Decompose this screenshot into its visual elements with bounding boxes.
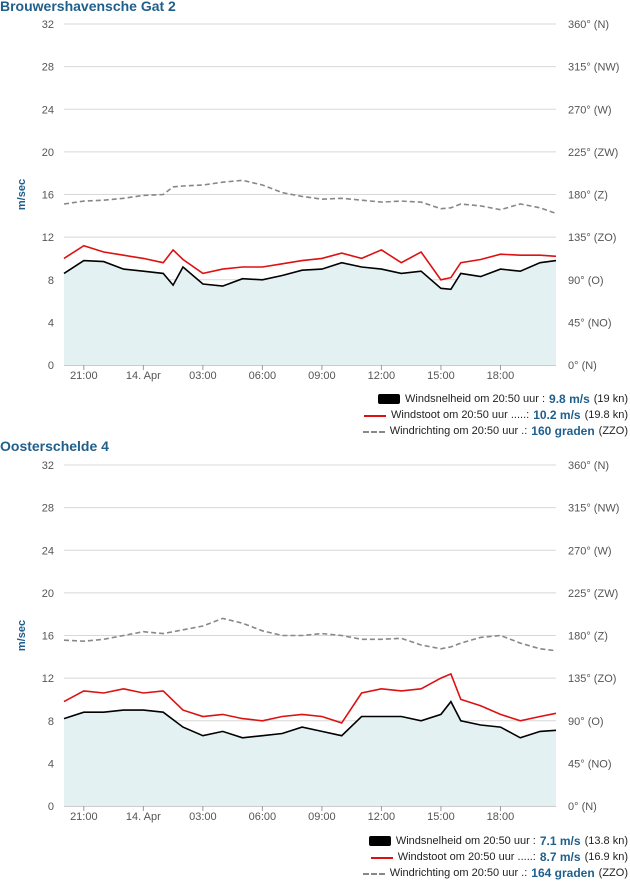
series-line-windstoot (63, 672, 557, 724)
y2-tick-label: 360° (N) (568, 19, 609, 31)
series-line-windsnelheid (63, 700, 557, 739)
x-tick-label: 12:00 (368, 370, 396, 382)
x-tick-label: 09:00 (308, 370, 336, 382)
y-axis-label: m/sec (16, 179, 28, 210)
y-tick-label: 24 (42, 545, 54, 557)
series-area-windsnelheid (64, 701, 556, 806)
legend-label: Windrichting om 20:50 uur .: (389, 867, 528, 879)
legend-value: 9.8 m/s (549, 392, 590, 406)
legend-extra: (16.9 kn) (584, 851, 628, 863)
x-tick-label: 18:00 (487, 370, 515, 382)
y-tick-label: 32 (42, 460, 54, 472)
y-tick-label: 20 (42, 147, 54, 159)
y-tick-label: 4 (48, 317, 54, 329)
y2-tick-label: 225° (ZW) (568, 147, 618, 159)
y2-tick-label: 90° (O) (568, 275, 604, 287)
y-tick-label: 0 (48, 801, 54, 813)
y-tick-label: 12 (42, 232, 54, 244)
legend-2: Windsnelheid om 20:50 uur : 7.1 m/s (13.… (362, 833, 628, 881)
x-tick-label: 15:00 (427, 811, 455, 823)
legend-swatch-area (368, 836, 391, 846)
legend-label: Windstoot om 20:50 uur .....: (397, 851, 536, 863)
legend-value: 10.2 m/s (533, 408, 581, 422)
legend-swatch-dashed (362, 872, 385, 875)
y-tick-label: 12 (42, 673, 54, 685)
legend-value: 164 graden (531, 866, 595, 880)
legend-item-windsnelheid[interactable]: Windsnelheid om 20:50 uur : 9.8 m/s (19 … (363, 391, 628, 407)
wind-chart-1: 0 4 8 12 16 20 24 28 32 0° (N) 45° (NO) 90° (O) 135°… (16, 19, 619, 382)
x-tick-label: 12:00 (368, 811, 396, 823)
y-tick-label: 20 (42, 588, 54, 600)
x-tick-label: 03:00 (189, 370, 217, 382)
y2-tick-label: 45° (NO) (568, 758, 612, 770)
x-tick-label: 21:00 (70, 370, 98, 382)
y-tick-label: 16 (42, 631, 54, 643)
y2-tick-label: 45° (NO) (568, 317, 612, 329)
y2-tick-label: 315° (NW) (568, 62, 619, 74)
y-tick-label: 0 (48, 360, 54, 372)
y2-tick-label: 270° (W) (568, 104, 612, 116)
y2-tick-label: 225° (ZW) (568, 588, 618, 600)
legend-value: 8.7 m/s (539, 850, 581, 864)
panel-title: Oosterschelde 4 (0, 438, 109, 454)
legend-extra: (19.8 kn) (584, 409, 628, 421)
y2-tick-label: 90° (O) (568, 716, 604, 728)
y2-tick-label: 0° (N) (568, 360, 597, 372)
legend-extra: (ZZO) (598, 867, 628, 879)
x-tick-label: 06:00 (249, 811, 277, 823)
y-tick-label: 32 (42, 19, 54, 31)
series-line-windstoot (63, 244, 557, 281)
y-tick-label: 8 (48, 275, 54, 287)
series-line-windrichting (63, 179, 557, 215)
y-tick-label: 28 (42, 503, 54, 515)
legend-label: Windsnelheid om 20:50 uur : (395, 835, 536, 847)
legend-item-windrichting[interactable]: Windrichting om 20:50 uur .: 160 graden … (362, 423, 628, 439)
y2-tick-label: 360° (N) (568, 460, 609, 472)
legend-value: 160 graden (531, 424, 595, 438)
legend-label: Windsnelheid om 20:50 uur : (405, 393, 546, 405)
y2-tick-label: 0° (N) (568, 801, 597, 813)
y-tick-label: 16 (42, 190, 54, 202)
y2-tick-label: 270° (W) (568, 545, 612, 557)
y-tick-label: 4 (48, 758, 54, 770)
legend-value: 7.1 m/s (539, 834, 581, 848)
y-tick-label: 28 (42, 62, 54, 74)
legend-item-windstoot[interactable]: Windstoot om 20:50 uur .....: 10.2 m/s (… (363, 407, 628, 423)
x-tick-label: 18:00 (487, 811, 515, 823)
legend-swatch-line (364, 414, 387, 417)
wind-chart-2: 0 4 8 12 16 20 24 28 32 0° (N) 45° (NO) 90° (O) 135°… (16, 460, 619, 823)
x-tick-label: 09:00 (308, 811, 336, 823)
x-tick-label: 14. Apr (126, 370, 161, 382)
legend-swatch-line (370, 856, 393, 859)
legend-swatch-area (378, 394, 401, 404)
legend-1: Windsnelheid om 20:50 uur : 9.8 m/s (19 … (362, 391, 628, 439)
y-tick-label: 24 (42, 104, 54, 116)
legend-extra: (13.8 kn) (584, 835, 628, 847)
x-tick-label: 21:00 (70, 811, 98, 823)
legend-extra: (19 kn) (593, 393, 628, 405)
y-tick-label: 8 (48, 716, 54, 728)
y2-tick-label: 315° (NW) (568, 503, 619, 515)
series-line-windrichting (63, 617, 557, 652)
legend-extra: (ZZO) (598, 425, 628, 437)
x-tick-label: 14. Apr (126, 811, 161, 823)
panel-title: Brouwershavensche Gat 2 (0, 0, 176, 14)
series-area-windsnelheid (64, 260, 556, 365)
legend-label: Windstoot om 20:50 uur .....: (391, 409, 530, 421)
legend-label: Windrichting om 20:50 uur .: (389, 425, 528, 437)
y2-tick-label: 180° (Z) (568, 190, 608, 202)
legend-item-windsnelheid[interactable]: Windsnelheid om 20:50 uur : 7.1 m/s (13.… (363, 833, 628, 849)
legend-swatch-dashed (362, 430, 385, 433)
legend-item-windstoot[interactable]: Windstoot om 20:50 uur .....: 8.7 m/s (1… (363, 849, 628, 865)
x-tick-label: 15:00 (427, 370, 455, 382)
legend-item-windrichting[interactable]: Windrichting om 20:50 uur .: 164 graden … (362, 865, 628, 881)
series-line-windsnelheid (63, 259, 557, 291)
x-tick-label: 06:00 (249, 370, 277, 382)
x-tick-label: 03:00 (189, 811, 217, 823)
y2-tick-label: 135° (ZO) (568, 673, 616, 685)
y-axis-label: m/sec (16, 620, 28, 651)
y2-tick-label: 135° (ZO) (568, 232, 616, 244)
y2-tick-label: 180° (Z) (568, 631, 608, 643)
